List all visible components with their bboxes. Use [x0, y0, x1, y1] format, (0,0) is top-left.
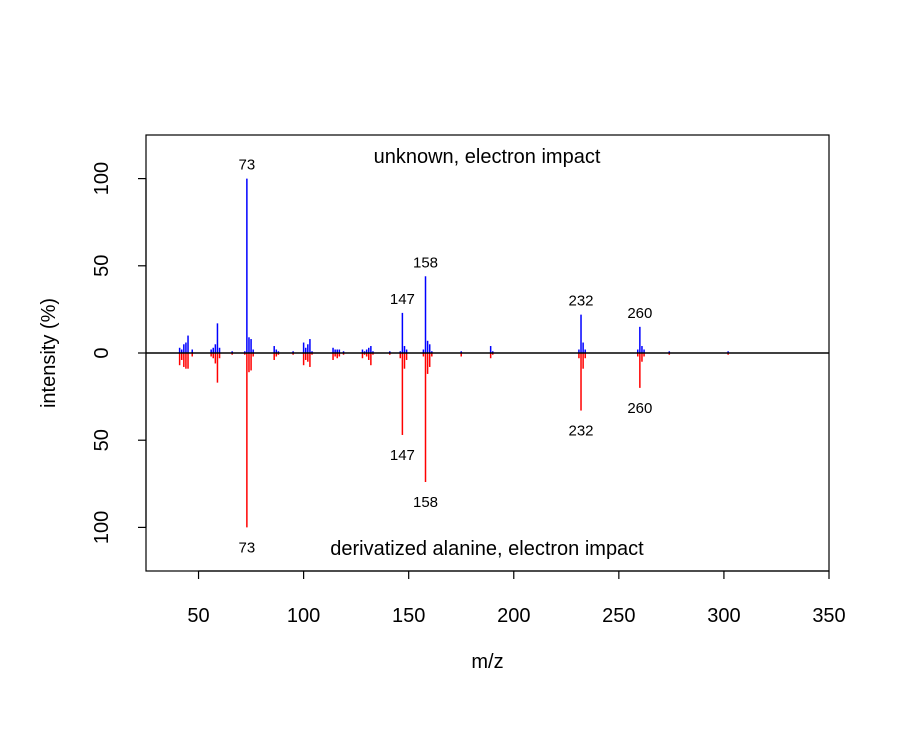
x-tick-label-350: 350: [812, 605, 845, 627]
y-tick-label-3: 50: [91, 429, 113, 451]
y-tick-label-0: 100: [91, 162, 113, 195]
top-peak-label-158: 158: [413, 254, 438, 271]
x-axis: 50 100 150 200 250 300 350: [187, 570, 846, 627]
peak-labels: 73 147 158 232 260 73 147 158 232 260: [239, 157, 653, 557]
top-spectrum-peaks: [178, 178, 729, 353]
top-peak-label-73: 73: [239, 157, 256, 174]
y-tick-label-1: 50: [91, 255, 113, 277]
x-tick-label-300: 300: [707, 605, 740, 627]
x-tick-label-250: 250: [602, 605, 635, 627]
top-peak-label-260: 260: [627, 305, 652, 322]
bottom-spectrum-peaks: [178, 353, 729, 528]
y-axis-title: intensity (%): [38, 298, 60, 408]
bottom-peak-label-158: 158: [413, 494, 438, 511]
y-tick-label-4: 100: [91, 511, 113, 544]
top-peak-label-147: 147: [390, 291, 415, 308]
y-tick-label-2: 0: [91, 347, 113, 358]
bottom-spectrum-label: derivatized alanine, electron impact: [330, 538, 644, 560]
x-tick-label-100: 100: [287, 605, 320, 627]
bottom-peak-label-73: 73: [239, 539, 256, 556]
bottom-peak-label-232: 232: [569, 423, 594, 440]
x-axis-title: m/z: [471, 651, 503, 673]
x-tick-label-50: 50: [187, 605, 209, 627]
y-axis: 100 50 0 50 100: [91, 162, 147, 544]
x-tick-label-150: 150: [392, 605, 425, 627]
top-peak-label-232: 232: [569, 293, 594, 310]
bottom-peak-label-260: 260: [627, 400, 652, 417]
bottom-peak-label-147: 147: [390, 447, 415, 464]
x-tick-label-200: 200: [497, 605, 530, 627]
top-spectrum-label: unknown, electron impact: [374, 146, 601, 168]
